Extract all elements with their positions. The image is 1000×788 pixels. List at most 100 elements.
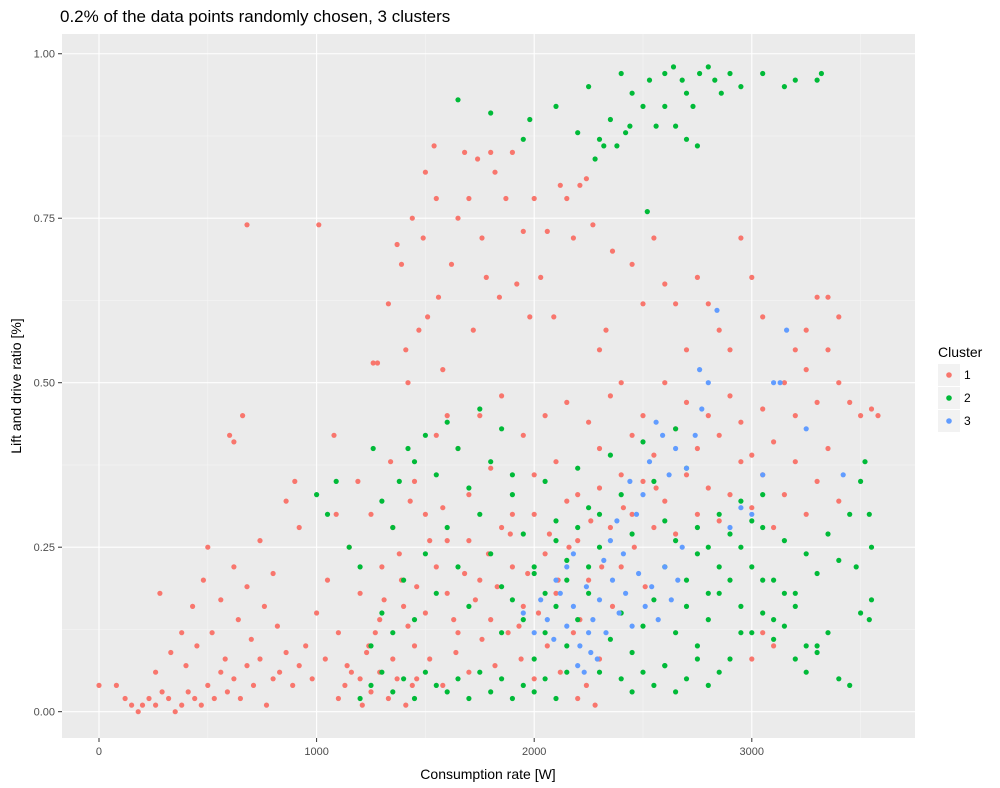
data-point bbox=[847, 511, 853, 517]
data-point bbox=[694, 143, 701, 149]
data-point bbox=[427, 538, 433, 544]
data-point bbox=[636, 570, 642, 577]
data-point bbox=[683, 347, 690, 353]
data-point bbox=[488, 149, 494, 155]
data-point bbox=[455, 97, 461, 103]
data-point bbox=[581, 669, 587, 675]
data-point bbox=[705, 485, 711, 491]
data-point bbox=[629, 623, 635, 629]
data-point bbox=[640, 623, 646, 629]
data-point bbox=[96, 682, 102, 689]
y-tick-label: 0.25 bbox=[34, 542, 55, 554]
data-point bbox=[705, 590, 711, 596]
data-point bbox=[368, 511, 374, 517]
data-point bbox=[509, 695, 515, 702]
data-point bbox=[644, 209, 650, 215]
data-point bbox=[146, 695, 152, 702]
data-point bbox=[614, 143, 620, 149]
data-point bbox=[792, 603, 798, 610]
x-tick-label: 2000 bbox=[522, 746, 546, 758]
data-points bbox=[96, 64, 881, 715]
data-point bbox=[781, 623, 788, 629]
data-point bbox=[673, 123, 679, 129]
data-point bbox=[814, 399, 820, 405]
data-point bbox=[716, 564, 722, 570]
data-point bbox=[218, 597, 224, 603]
data-point bbox=[683, 676, 690, 682]
data-point bbox=[499, 676, 505, 682]
data-point bbox=[673, 301, 679, 307]
data-point bbox=[409, 215, 415, 221]
data-point bbox=[466, 695, 472, 702]
data-point bbox=[542, 590, 548, 596]
data-point bbox=[803, 643, 809, 649]
data-point bbox=[527, 314, 533, 320]
legend-title: Cluster bbox=[938, 344, 983, 360]
data-point bbox=[868, 406, 875, 412]
data-point bbox=[455, 445, 461, 452]
data-point bbox=[662, 663, 668, 669]
data-point bbox=[374, 360, 381, 366]
data-point bbox=[433, 472, 439, 478]
data-point bbox=[564, 498, 570, 504]
data-point bbox=[575, 492, 581, 498]
data-point bbox=[499, 524, 505, 531]
data-point bbox=[847, 399, 853, 405]
data-point bbox=[448, 261, 455, 267]
data-point bbox=[705, 682, 711, 689]
data-point bbox=[557, 182, 563, 188]
data-point bbox=[727, 656, 733, 662]
data-point bbox=[609, 603, 616, 610]
data-point bbox=[342, 682, 348, 689]
data-point bbox=[335, 630, 341, 636]
data-point bbox=[379, 610, 385, 616]
data-point bbox=[390, 656, 396, 662]
data-point bbox=[803, 327, 809, 333]
data-point bbox=[477, 511, 483, 517]
data-point bbox=[520, 136, 526, 142]
data-point bbox=[544, 228, 550, 234]
data-point bbox=[564, 564, 570, 570]
data-point bbox=[651, 235, 657, 241]
data-point bbox=[803, 551, 809, 557]
data-point bbox=[129, 702, 135, 708]
data-point bbox=[492, 663, 498, 669]
data-point bbox=[618, 564, 624, 570]
data-point bbox=[396, 478, 402, 484]
data-point bbox=[575, 695, 581, 702]
data-point bbox=[694, 511, 701, 517]
x-tick-label: 3000 bbox=[740, 746, 764, 758]
data-point bbox=[609, 248, 616, 254]
data-point bbox=[257, 538, 263, 544]
data-point bbox=[607, 636, 614, 642]
data-point bbox=[270, 570, 276, 577]
data-point bbox=[784, 327, 790, 333]
data-point bbox=[577, 643, 583, 649]
data-point bbox=[727, 492, 733, 498]
data-point bbox=[314, 492, 320, 498]
data-point bbox=[244, 584, 250, 590]
data-point bbox=[488, 617, 494, 623]
data-point bbox=[694, 551, 701, 557]
data-point bbox=[640, 413, 646, 419]
data-point bbox=[440, 505, 446, 511]
data-point bbox=[205, 682, 211, 689]
data-point bbox=[477, 577, 483, 583]
data-point bbox=[261, 603, 267, 610]
data-point bbox=[455, 630, 461, 636]
grid-major bbox=[62, 34, 915, 738]
data-point bbox=[542, 630, 548, 636]
x-tick-label: 0 bbox=[96, 746, 102, 758]
data-point bbox=[592, 156, 598, 162]
data-point bbox=[516, 623, 522, 629]
data-point bbox=[592, 702, 598, 708]
data-point bbox=[444, 590, 450, 596]
data-point bbox=[411, 643, 418, 649]
data-point bbox=[368, 689, 374, 695]
data-point bbox=[631, 544, 637, 550]
data-point bbox=[283, 498, 289, 504]
data-point bbox=[505, 630, 511, 636]
data-point bbox=[818, 70, 825, 77]
data-point bbox=[257, 656, 263, 662]
data-point bbox=[825, 347, 831, 353]
